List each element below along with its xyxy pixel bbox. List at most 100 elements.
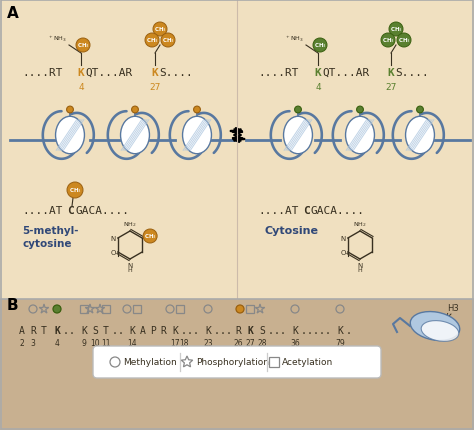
Text: Acetylation: Acetylation bbox=[282, 358, 333, 367]
Circle shape bbox=[397, 34, 411, 48]
Text: .: . bbox=[63, 325, 69, 335]
Text: 14: 14 bbox=[127, 339, 137, 348]
Text: K: K bbox=[387, 68, 394, 78]
Text: 27: 27 bbox=[245, 339, 255, 348]
Ellipse shape bbox=[283, 117, 312, 154]
Text: CH$_3$: CH$_3$ bbox=[154, 25, 166, 34]
Text: CH$_3$: CH$_3$ bbox=[144, 232, 156, 241]
Circle shape bbox=[381, 34, 395, 48]
Bar bbox=[269, 357, 279, 367]
Circle shape bbox=[236, 305, 244, 313]
Text: ....AT: ....AT bbox=[22, 206, 63, 215]
Text: K: K bbox=[54, 325, 60, 335]
Ellipse shape bbox=[182, 117, 211, 154]
Text: 26: 26 bbox=[233, 339, 243, 348]
Circle shape bbox=[356, 107, 364, 114]
Text: CH$_3$: CH$_3$ bbox=[146, 37, 158, 45]
Bar bbox=[0, 299, 474, 430]
Text: 27: 27 bbox=[385, 83, 397, 92]
Text: K: K bbox=[77, 68, 84, 78]
Bar bbox=[102, 305, 110, 313]
Text: .: . bbox=[181, 325, 187, 335]
Text: $^+$NH$_3$: $^+$NH$_3$ bbox=[285, 34, 304, 44]
Text: 4: 4 bbox=[315, 83, 321, 92]
Ellipse shape bbox=[406, 117, 435, 154]
Text: 17: 17 bbox=[170, 339, 180, 348]
Text: K: K bbox=[292, 325, 298, 335]
FancyBboxPatch shape bbox=[93, 346, 381, 378]
Text: S: S bbox=[259, 325, 265, 335]
Text: .: . bbox=[220, 325, 226, 335]
Bar bbox=[176, 305, 184, 313]
Text: B: B bbox=[7, 297, 18, 312]
Text: N: N bbox=[341, 236, 346, 241]
Circle shape bbox=[132, 107, 138, 114]
Text: C: C bbox=[67, 206, 74, 215]
Text: GACA....: GACA.... bbox=[75, 206, 129, 215]
Circle shape bbox=[67, 183, 83, 199]
Text: 4: 4 bbox=[78, 83, 84, 92]
Text: K: K bbox=[81, 325, 87, 335]
Text: .: . bbox=[112, 325, 118, 335]
Bar bbox=[246, 305, 254, 313]
Circle shape bbox=[67, 107, 73, 114]
Text: .: . bbox=[319, 325, 325, 335]
Text: N: N bbox=[128, 262, 133, 268]
Circle shape bbox=[143, 230, 157, 243]
Text: ....RT: ....RT bbox=[258, 68, 299, 78]
Text: .: . bbox=[226, 325, 232, 335]
Text: .: . bbox=[118, 325, 124, 335]
Text: K: K bbox=[247, 325, 253, 335]
Text: .: . bbox=[307, 325, 313, 335]
Circle shape bbox=[153, 23, 167, 37]
Text: H3: H3 bbox=[447, 303, 459, 312]
Text: CH$_3$: CH$_3$ bbox=[69, 186, 82, 195]
Text: CH$_3$: CH$_3$ bbox=[390, 25, 402, 34]
Text: Phosphorylation: Phosphorylation bbox=[196, 358, 269, 367]
Text: .: . bbox=[268, 325, 274, 335]
Text: H: H bbox=[357, 267, 363, 272]
Text: CH$_3$: CH$_3$ bbox=[382, 37, 394, 45]
Circle shape bbox=[145, 34, 159, 48]
Text: 11: 11 bbox=[101, 339, 111, 348]
Text: R: R bbox=[160, 325, 166, 335]
Ellipse shape bbox=[421, 321, 459, 341]
Text: .: . bbox=[313, 325, 319, 335]
Text: K: K bbox=[314, 68, 321, 78]
Circle shape bbox=[295, 107, 301, 114]
Text: CH$_3$: CH$_3$ bbox=[398, 37, 410, 45]
Bar bbox=[0, 0, 474, 299]
Text: 3: 3 bbox=[30, 339, 36, 348]
Text: QT...AR: QT...AR bbox=[85, 68, 132, 78]
Text: .: . bbox=[214, 325, 220, 335]
Circle shape bbox=[53, 305, 61, 313]
Text: R: R bbox=[235, 325, 241, 335]
Text: GACA....: GACA.... bbox=[311, 206, 365, 215]
Bar bbox=[133, 305, 141, 313]
Text: .: . bbox=[187, 325, 193, 335]
Text: K: K bbox=[172, 325, 178, 335]
Text: ....AT: ....AT bbox=[258, 206, 299, 215]
Text: QT...AR: QT...AR bbox=[322, 68, 369, 78]
Text: Methylation: Methylation bbox=[123, 358, 177, 367]
Text: K: K bbox=[337, 325, 343, 335]
Text: S: S bbox=[92, 325, 98, 335]
Ellipse shape bbox=[120, 117, 149, 154]
Ellipse shape bbox=[410, 312, 460, 341]
Text: R: R bbox=[30, 325, 36, 335]
Text: K: K bbox=[129, 325, 135, 335]
Text: K: K bbox=[205, 325, 211, 335]
Text: 27: 27 bbox=[149, 83, 161, 92]
Text: 28: 28 bbox=[257, 339, 267, 348]
Text: .: . bbox=[301, 325, 307, 335]
Text: .: . bbox=[346, 325, 352, 335]
Text: P: P bbox=[150, 325, 156, 335]
Text: .: . bbox=[193, 325, 199, 335]
Text: CH$_3$: CH$_3$ bbox=[162, 37, 174, 45]
Text: 10: 10 bbox=[90, 339, 100, 348]
Text: CH$_3$: CH$_3$ bbox=[314, 41, 327, 50]
Text: 4: 4 bbox=[55, 339, 59, 348]
Circle shape bbox=[389, 23, 403, 37]
Text: ....RT: ....RT bbox=[22, 68, 63, 78]
Ellipse shape bbox=[55, 117, 84, 154]
